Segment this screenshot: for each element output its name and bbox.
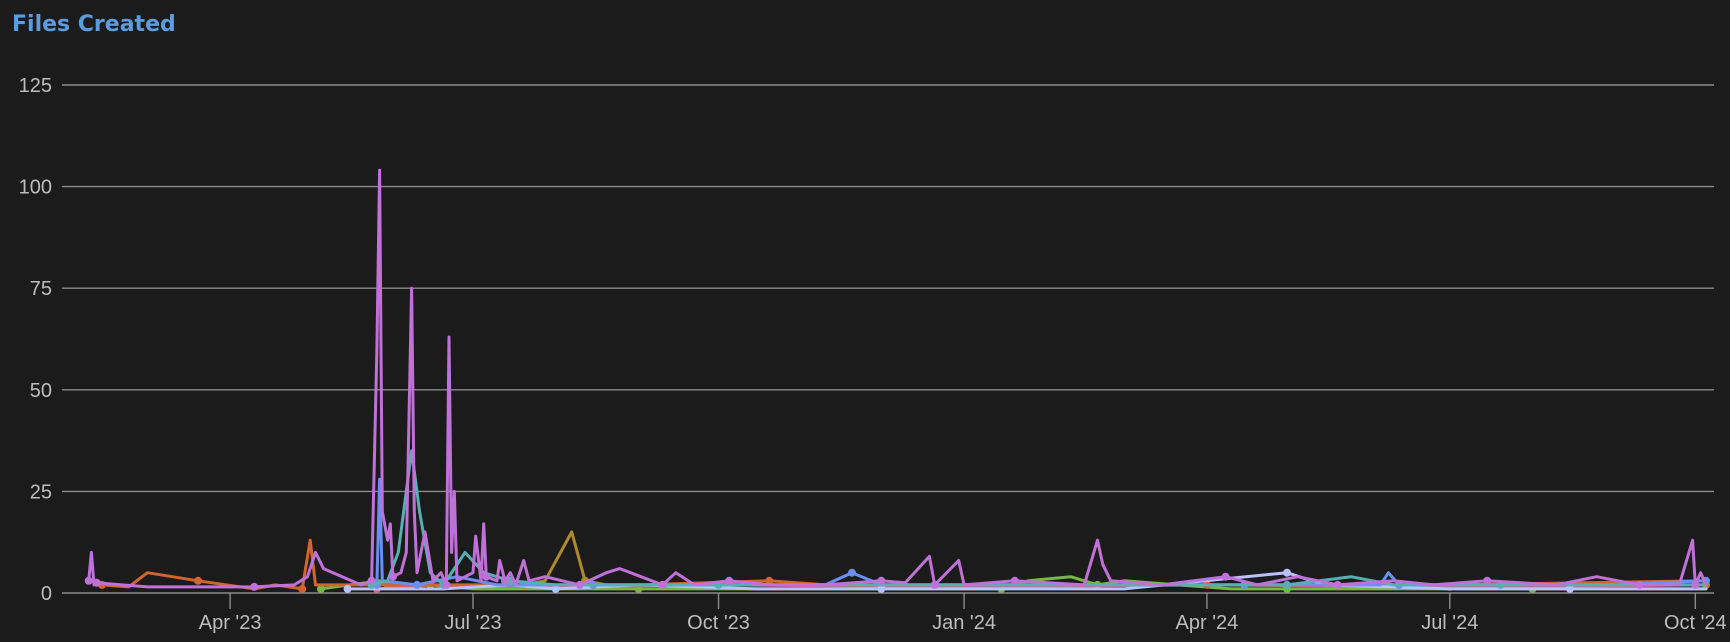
series-line-6 <box>522 530 1708 587</box>
series-point <box>343 584 352 593</box>
series-point <box>877 584 886 593</box>
series-line-3 <box>375 477 1708 587</box>
series-point <box>388 572 397 581</box>
series-point <box>501 576 509 585</box>
y-tick-label: 125 <box>19 75 52 97</box>
series-point <box>877 576 886 585</box>
series-point <box>250 582 259 591</box>
series-point <box>194 576 203 585</box>
series-point <box>1010 576 1019 585</box>
series-point <box>92 578 101 587</box>
y-tick-label: 50 <box>30 380 52 402</box>
x-axis: Apr '23 Jul '23 Oct '23 Jan '24 Apr '24 Jul '… <box>199 593 1727 634</box>
x-tick-label: Oct '24 <box>1664 612 1727 634</box>
series-point <box>482 572 491 581</box>
series-point <box>316 584 325 593</box>
series-point <box>413 580 421 589</box>
x-tick-label: Jul '23 <box>444 612 501 634</box>
chart-title: Files Created <box>12 12 176 37</box>
series-point <box>1283 568 1291 577</box>
series-point <box>848 568 856 577</box>
series-point <box>725 576 734 585</box>
series-point <box>658 580 667 589</box>
x-tick-label: Apr '23 <box>199 612 262 634</box>
series-line-1 <box>87 168 1708 589</box>
x-tick-label: Jul '24 <box>1421 612 1478 634</box>
series-point <box>84 576 93 585</box>
series-point <box>551 584 560 593</box>
series-point <box>1483 576 1492 585</box>
series-point <box>1221 572 1230 581</box>
grid-layer <box>62 84 1714 594</box>
series-point <box>1691 580 1700 589</box>
series-point <box>1333 580 1342 589</box>
series-point <box>765 576 774 585</box>
series-point <box>930 580 939 589</box>
x-tick-label: Apr '24 <box>1176 612 1239 634</box>
y-tick-label: 0 <box>41 583 52 605</box>
x-tick-label: Jan '24 <box>932 612 996 634</box>
series-layer <box>84 168 1710 593</box>
y-tick-label: 100 <box>19 177 52 199</box>
series-point <box>1565 584 1574 593</box>
series-point <box>1635 580 1644 589</box>
y-axis: 0 25 50 75 100 125 <box>19 75 52 605</box>
series-line-2 <box>370 449 1708 587</box>
series-point <box>367 576 376 585</box>
y-tick-label: 25 <box>30 481 52 503</box>
x-tick-label: Oct '23 <box>687 612 750 634</box>
y-tick-label: 75 <box>30 278 52 300</box>
series-point <box>575 580 584 589</box>
series-point <box>298 584 307 593</box>
series-point <box>442 580 451 589</box>
series-point <box>1283 580 1291 589</box>
